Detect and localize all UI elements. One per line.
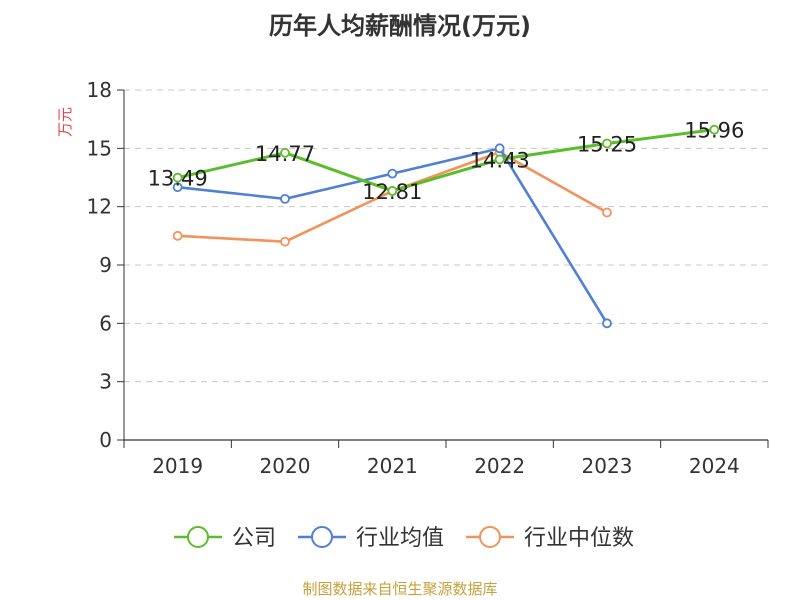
legend-marker-行业中位数 <box>479 526 501 548</box>
x-tick-label-2024: 2024 <box>689 454 740 478</box>
y-axis-label: 万元 <box>56 107 74 137</box>
axes: 0 3 6 9 12 15 18 2019 2020 2021 2022 2023 2024 万元 <box>56 78 769 478</box>
x-tick-label-2020: 2020 <box>260 454 311 478</box>
chart-title: 历年人均薪酬情况(万元) <box>269 12 531 40</box>
point-行业均值-2020 <box>280 193 290 204</box>
y-tick-label-18: 18 <box>87 78 112 102</box>
legend-item-行业中位数[interactable]: 行业中位数 <box>466 526 634 551</box>
legend-marker-公司 <box>187 526 209 548</box>
data-label-2021: 12.81 <box>362 180 422 204</box>
point-公司-2024 <box>709 124 720 135</box>
point-行业均值-2019 <box>172 182 183 193</box>
point-公司-2021 <box>387 186 398 196</box>
point-公司-2022 <box>494 154 505 165</box>
y-tick-label-15: 15 <box>87 136 112 160</box>
grid-lines <box>124 89 768 383</box>
point-公司-2020 <box>280 147 290 158</box>
series-公司 <box>172 124 720 196</box>
point-公司-2019 <box>172 172 183 183</box>
point-行业均值-2022 <box>494 143 505 154</box>
legend-item-行业均值[interactable]: 行业均值 <box>298 526 444 551</box>
x-tick-label-2019: 2019 <box>152 454 203 478</box>
point-行业中位数-2019 <box>172 230 183 241</box>
y-tick-label-12: 12 <box>87 195 112 219</box>
point-公司-2023 <box>602 138 612 149</box>
point-行业中位数-2023 <box>602 207 612 218</box>
series-行业均值 <box>172 143 612 329</box>
legend-label-公司: 公司 <box>232 526 276 551</box>
point-行业均值-2023 <box>602 318 612 329</box>
y-tick-label-3: 3 <box>99 370 112 394</box>
data-label-2023: 15.25 <box>577 132 637 156</box>
point-行业中位数-2020 <box>280 236 290 247</box>
legend-marker-行业均值 <box>311 526 333 548</box>
y-tick-label-6: 6 <box>99 311 112 335</box>
data-label-2022: 14.43 <box>470 148 530 172</box>
point-行业均值-2021 <box>387 168 398 179</box>
x-tick-label-2022: 2022 <box>474 454 525 478</box>
legend-label-行业均值: 行业均值 <box>356 526 444 551</box>
y-tick-label-0: 0 <box>99 428 112 452</box>
series <box>172 124 720 329</box>
y-tick-label-9: 9 <box>99 253 112 277</box>
data-label-2020: 14.77 <box>255 142 315 166</box>
data-label-2019: 13.49 <box>148 167 208 191</box>
legend-label-行业中位数: 行业中位数 <box>524 526 634 551</box>
source-note: 制图数据来自恒生聚源数据库 <box>302 580 498 598</box>
legend-item-公司[interactable]: 公司 <box>174 526 276 551</box>
x-tick-label-2021: 2021 <box>367 454 418 478</box>
series-line-公司 <box>177 128 715 193</box>
x-tick-label-2023: 2023 <box>582 454 633 478</box>
legend[interactable]: 公司 行业均值 行业中位数 <box>174 526 634 551</box>
data-label-2024: 15.96 <box>684 119 744 143</box>
data-labels: 13.49 14.77 12.81 14.43 15.25 15.96 <box>148 119 745 204</box>
